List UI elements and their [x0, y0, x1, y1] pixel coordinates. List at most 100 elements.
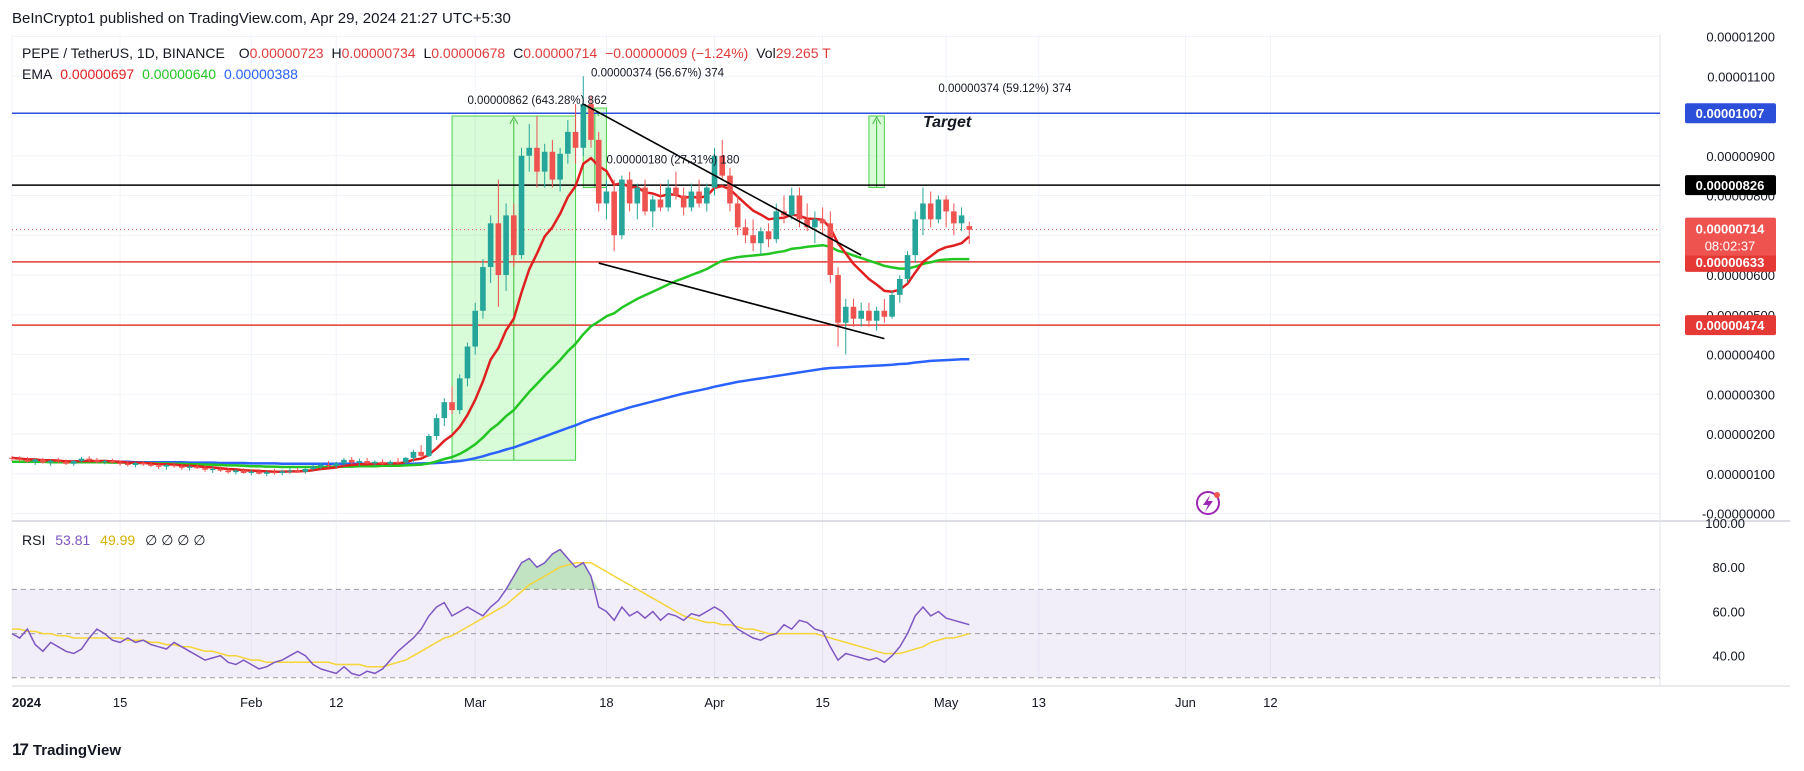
ema-mid-value: 0.00000640 [142, 66, 217, 82]
time-tick-label: May [934, 695, 959, 710]
ema-fast-line [11, 156, 971, 474]
time-tick-label: 2024 [12, 695, 42, 710]
candle-body [109, 461, 116, 463]
ema-legend[interactable]: EMA 0.00000697 0.00000640 0.00000388 [22, 66, 302, 82]
rsi-overbought-fill [506, 549, 599, 590]
candle-body [271, 472, 278, 474]
candle-body [287, 470, 293, 472]
candle-body [364, 461, 370, 464]
candle-body [904, 255, 911, 279]
low-value: 0.00000678 [431, 45, 506, 61]
time-tick-label: 15 [815, 695, 829, 710]
high-label: H [331, 45, 342, 61]
ema-lines [11, 156, 971, 474]
ema-slow-value: 0.00000388 [223, 66, 298, 82]
candle-body [657, 199, 664, 208]
trendlines[interactable] [582, 103, 885, 340]
candle-body [688, 191, 695, 208]
candle-body [734, 203, 741, 228]
measure-label: 0.00000862 (643.28%) 862 [467, 95, 606, 107]
ema-label: EMA [22, 66, 53, 82]
candle-body [441, 402, 448, 419]
level-price-tag [1685, 251, 1776, 272]
measure-label: 0.00000374 (59.12%) 374 [938, 83, 1072, 95]
price-tick-label: 0.00000100 [1706, 467, 1775, 482]
candle-body [32, 459, 38, 462]
candle-body [487, 223, 494, 268]
tradingview-logo[interactable]: 17 TradingView [12, 740, 121, 760]
ema-fast-value: 0.00000697 [60, 66, 135, 82]
candle-body [426, 435, 432, 456]
measure-label: 0.00000180 (27.31%) 180 [606, 155, 739, 167]
candle-body [209, 468, 216, 470]
candle-body [935, 199, 942, 220]
candle-body [858, 310, 864, 319]
candle-body [619, 179, 625, 236]
candle-body [958, 215, 965, 224]
current-price-tag [1685, 217, 1776, 256]
target-label: Target [923, 114, 972, 131]
candle-body [557, 153, 563, 180]
candle-body [117, 462, 123, 464]
candle-body [16, 458, 23, 460]
candle-body [348, 459, 355, 463]
candle-body [480, 267, 486, 311]
candle-body [534, 147, 540, 172]
price-tick-label: -0.00000000 [1702, 507, 1775, 522]
price-tick-label: 0.00001200 [1706, 30, 1775, 45]
candle-body [202, 468, 208, 470]
candle-body [302, 468, 309, 472]
candle-body [873, 310, 880, 321]
candle-body [943, 199, 949, 212]
candle-body [125, 463, 131, 466]
level-price-tag [1685, 175, 1776, 196]
candle-body [40, 459, 46, 463]
candle-body [503, 215, 509, 275]
candle-body [727, 175, 733, 204]
time-tick-label: Mar [464, 695, 487, 710]
candle-body [827, 223, 834, 275]
candle-body [572, 131, 579, 148]
trendline [598, 262, 885, 340]
rsi-ma-value: 49.99 [100, 532, 136, 548]
candle-body [248, 471, 255, 473]
candle-body [233, 470, 239, 473]
rsi-tick-label: 60.00 [1712, 604, 1745, 619]
time-tick-label: 12 [1263, 695, 1277, 710]
candle-body [665, 187, 671, 208]
measure-arrowhead [509, 115, 519, 125]
candle-body [294, 470, 301, 472]
candle-body [966, 226, 973, 230]
candle-body [101, 461, 108, 463]
time-axis[interactable]: 2024 15 Feb 12 Mar 18 Apr 15 May 13 Jun 12 [12, 695, 1278, 710]
level-price-label: 0.00000633 [1696, 255, 1765, 270]
candle-body [889, 294, 895, 317]
rsi-legend[interactable]: RSI 53.81 49.99 ∅ ∅ ∅ ∅ [22, 532, 206, 549]
candle-body [9, 457, 15, 459]
candle-body [464, 346, 471, 379]
candle-body [240, 470, 247, 473]
symbol-legend[interactable]: PEPE / TetherUS, 1D, BINANCE O0.00000723… [22, 45, 835, 61]
candle-body [194, 466, 201, 469]
candle-body [812, 219, 818, 228]
candle-body [186, 466, 193, 468]
candle-body [850, 306, 857, 319]
candle-body [171, 465, 177, 467]
lightning-icon[interactable] [1196, 491, 1220, 515]
candle-body [804, 219, 810, 228]
time-tick-label: Jun [1175, 695, 1196, 710]
measure-arrowhead [872, 115, 882, 125]
candle-body [580, 104, 587, 148]
candle-body [140, 463, 147, 465]
candle-body [704, 187, 710, 204]
current-price-label: 0.00000714 [1696, 222, 1765, 237]
time-tick-label: Feb [240, 695, 262, 710]
candle-body [70, 461, 77, 464]
grid [11, 34, 1790, 687]
candle-body [881, 310, 888, 317]
rsi-tick-label: 40.00 [1712, 649, 1745, 664]
price-axis[interactable]: 0.000012000.000011000.000010000.00000900… [1685, 30, 1776, 522]
candle-body [410, 451, 417, 458]
candle-body [225, 470, 231, 473]
